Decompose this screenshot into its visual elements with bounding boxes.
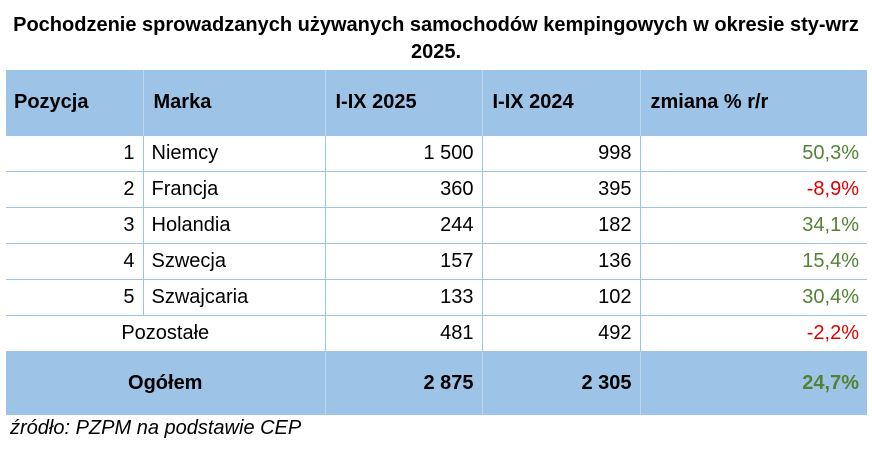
source-note: źródło: PZPM na podstawie CEP xyxy=(10,417,302,439)
cell-total-2024: 2 305 xyxy=(481,351,640,415)
cell-total-label: Ogółem xyxy=(6,351,325,415)
table-row: 1 Niemcy 1 500 998 50,3% xyxy=(6,135,867,172)
table-row: 4 Szwecja 157 136 15,4% xyxy=(6,243,867,280)
cell-change: 30,4% xyxy=(639,279,867,316)
cell-2025: 481 xyxy=(324,315,482,352)
cell-position: 2 xyxy=(6,171,143,208)
header-2025: I-IX 2025 xyxy=(324,70,482,136)
cell-position: 1 xyxy=(6,135,143,172)
cell-position: 3 xyxy=(6,207,143,244)
cell-2025: 244 xyxy=(324,207,482,244)
cell-brand: Niemcy xyxy=(142,135,325,172)
cell-position: 5 xyxy=(6,279,143,316)
cell-2024: 136 xyxy=(481,243,640,280)
header-brand: Marka xyxy=(142,70,325,136)
cell-change: -2,2% xyxy=(639,315,867,352)
header-change: zmiana % r/r xyxy=(639,70,867,136)
table-row: 5 Szwajcaria 133 102 30,4% xyxy=(6,279,867,316)
cell-2024: 492 xyxy=(481,315,640,352)
cell-2025: 157 xyxy=(324,243,482,280)
cell-2025: 133 xyxy=(324,279,482,316)
header-row: Pozycja Marka I-IX 2025 I-IX 2024 zmiana… xyxy=(6,70,867,136)
cell-change: 15,4% xyxy=(639,243,867,280)
cell-2025: 1 500 xyxy=(324,135,482,172)
cell-brand: Szwecja xyxy=(142,243,325,280)
header-position: Pozycja xyxy=(6,70,143,136)
table-row: 2 Francja 360 395 -8,9% xyxy=(6,171,867,208)
cell-change: 50,3% xyxy=(639,135,867,172)
cell-2024: 998 xyxy=(481,135,640,172)
import-origin-table: Pozycja Marka I-IX 2025 I-IX 2024 zmiana… xyxy=(6,70,867,415)
cell-2024: 102 xyxy=(481,279,640,316)
cell-change: 34,1% xyxy=(639,207,867,244)
cell-brand: Holandia xyxy=(142,207,325,244)
cell-position: 4 xyxy=(6,243,143,280)
header-2024: I-IX 2024 xyxy=(481,70,640,136)
cell-2025: 360 xyxy=(324,171,482,208)
others-row: Pozostałe 481 492 -2,2% xyxy=(6,315,867,352)
table-row: 3 Holandia 244 182 34,1% xyxy=(6,207,867,244)
cell-brand: Francja xyxy=(142,171,325,208)
total-row: Ogółem 2 875 2 305 24,7% xyxy=(6,351,867,415)
cell-brand: Szwajcaria xyxy=(142,279,325,316)
cell-change: -8,9% xyxy=(639,171,867,208)
cell-others-label: Pozostałe xyxy=(6,315,325,352)
cell-2024: 182 xyxy=(481,207,640,244)
cell-total-2025: 2 875 xyxy=(324,351,482,415)
table-title: Pochodzenie sprowadzanych używanych samo… xyxy=(13,14,859,63)
cell-total-change: 24,7% xyxy=(639,351,867,415)
cell-2024: 395 xyxy=(481,171,640,208)
